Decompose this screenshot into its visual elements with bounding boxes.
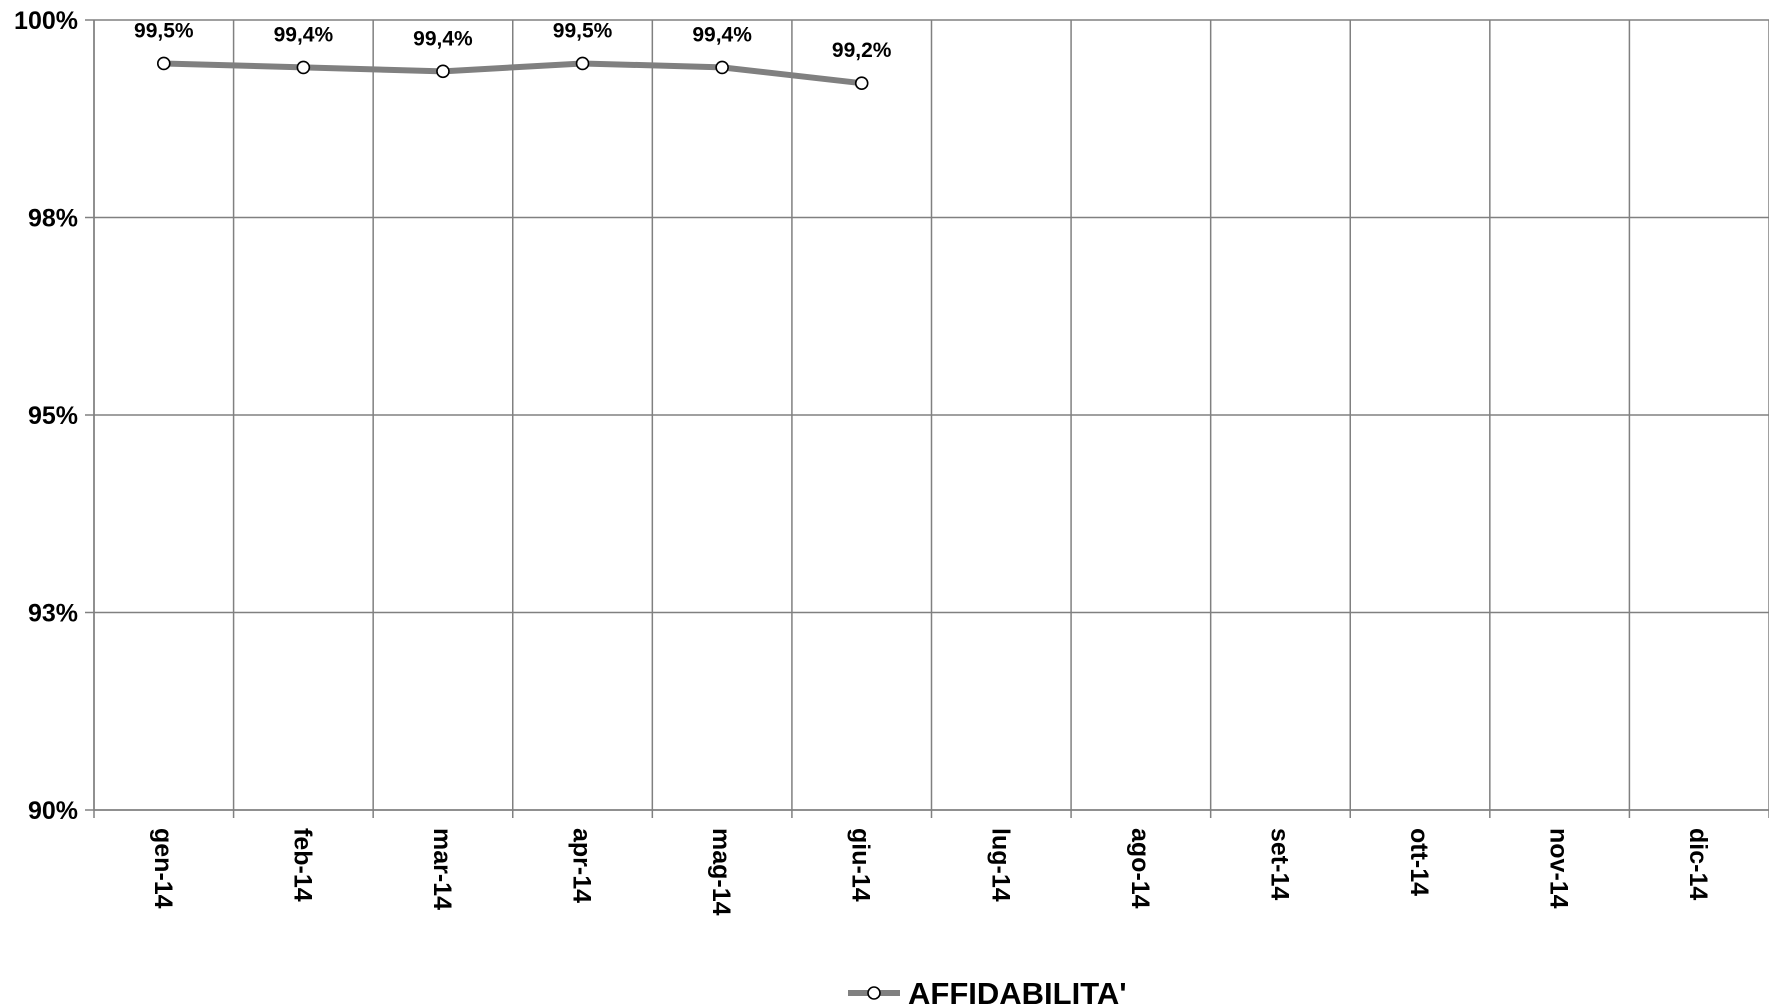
- x-tick-label: mag-14: [707, 828, 735, 916]
- x-tick-label: giu-14: [847, 828, 875, 902]
- y-tick-label: 98%: [28, 205, 78, 233]
- gridlines: [93, 19, 1769, 818]
- y-tick-label: 100%: [14, 7, 78, 35]
- x-tick-label: dic-14: [1684, 828, 1712, 900]
- axes: [85, 19, 1769, 811]
- x-tick-label: apr-14: [568, 828, 596, 903]
- legend-label: AFFIDABILITA': [908, 976, 1127, 1008]
- data-label: 99,5%: [553, 19, 613, 42]
- x-tick-label: nov-14: [1545, 828, 1573, 909]
- data-point-marker: [156, 56, 171, 71]
- legend: AFFIDABILITA': [848, 976, 1127, 1008]
- series-markers: [156, 56, 869, 90]
- data-point-marker: [854, 76, 869, 90]
- y-tick-label: 95%: [28, 402, 78, 430]
- data-label: 99,4%: [692, 23, 752, 46]
- series-lines: [160, 60, 865, 87]
- y-tick-label: 93%: [28, 600, 78, 628]
- x-axis-tick-labels: gen-14 feb-14 mar-14 apr-14 mag-14 giu-14 lug-…: [149, 828, 1712, 916]
- x-tick-label: lug-14: [986, 828, 1014, 902]
- data-point-marker: [436, 64, 450, 79]
- data-label: 99,4%: [413, 27, 473, 50]
- series-line: [160, 60, 865, 87]
- x-tick-label: feb-14: [288, 828, 316, 902]
- x-tick-label: ott-14: [1405, 828, 1433, 896]
- data-point-marker: [296, 60, 311, 75]
- x-tick-label: set-14: [1265, 828, 1293, 900]
- legend-marker-swatch: [867, 986, 881, 1000]
- x-tick-label: gen-14: [149, 828, 177, 909]
- y-axis-tick-labels: 90% 93% 95% 98% 100%: [14, 7, 78, 825]
- data-point-marker: [575, 56, 590, 71]
- y-tick-label: 90%: [28, 797, 78, 825]
- x-tick-label: ago-14: [1126, 828, 1154, 909]
- data-point-marker: [715, 60, 729, 75]
- data-labels: 99,5% 99,4% 99,4% 99,5% 99,4% 99,2%: [134, 19, 892, 62]
- data-label: 99,4%: [274, 23, 334, 46]
- data-label: 99,5%: [134, 19, 194, 42]
- data-label: 99,2%: [832, 39, 892, 62]
- x-tick-label: mar-14: [428, 828, 456, 910]
